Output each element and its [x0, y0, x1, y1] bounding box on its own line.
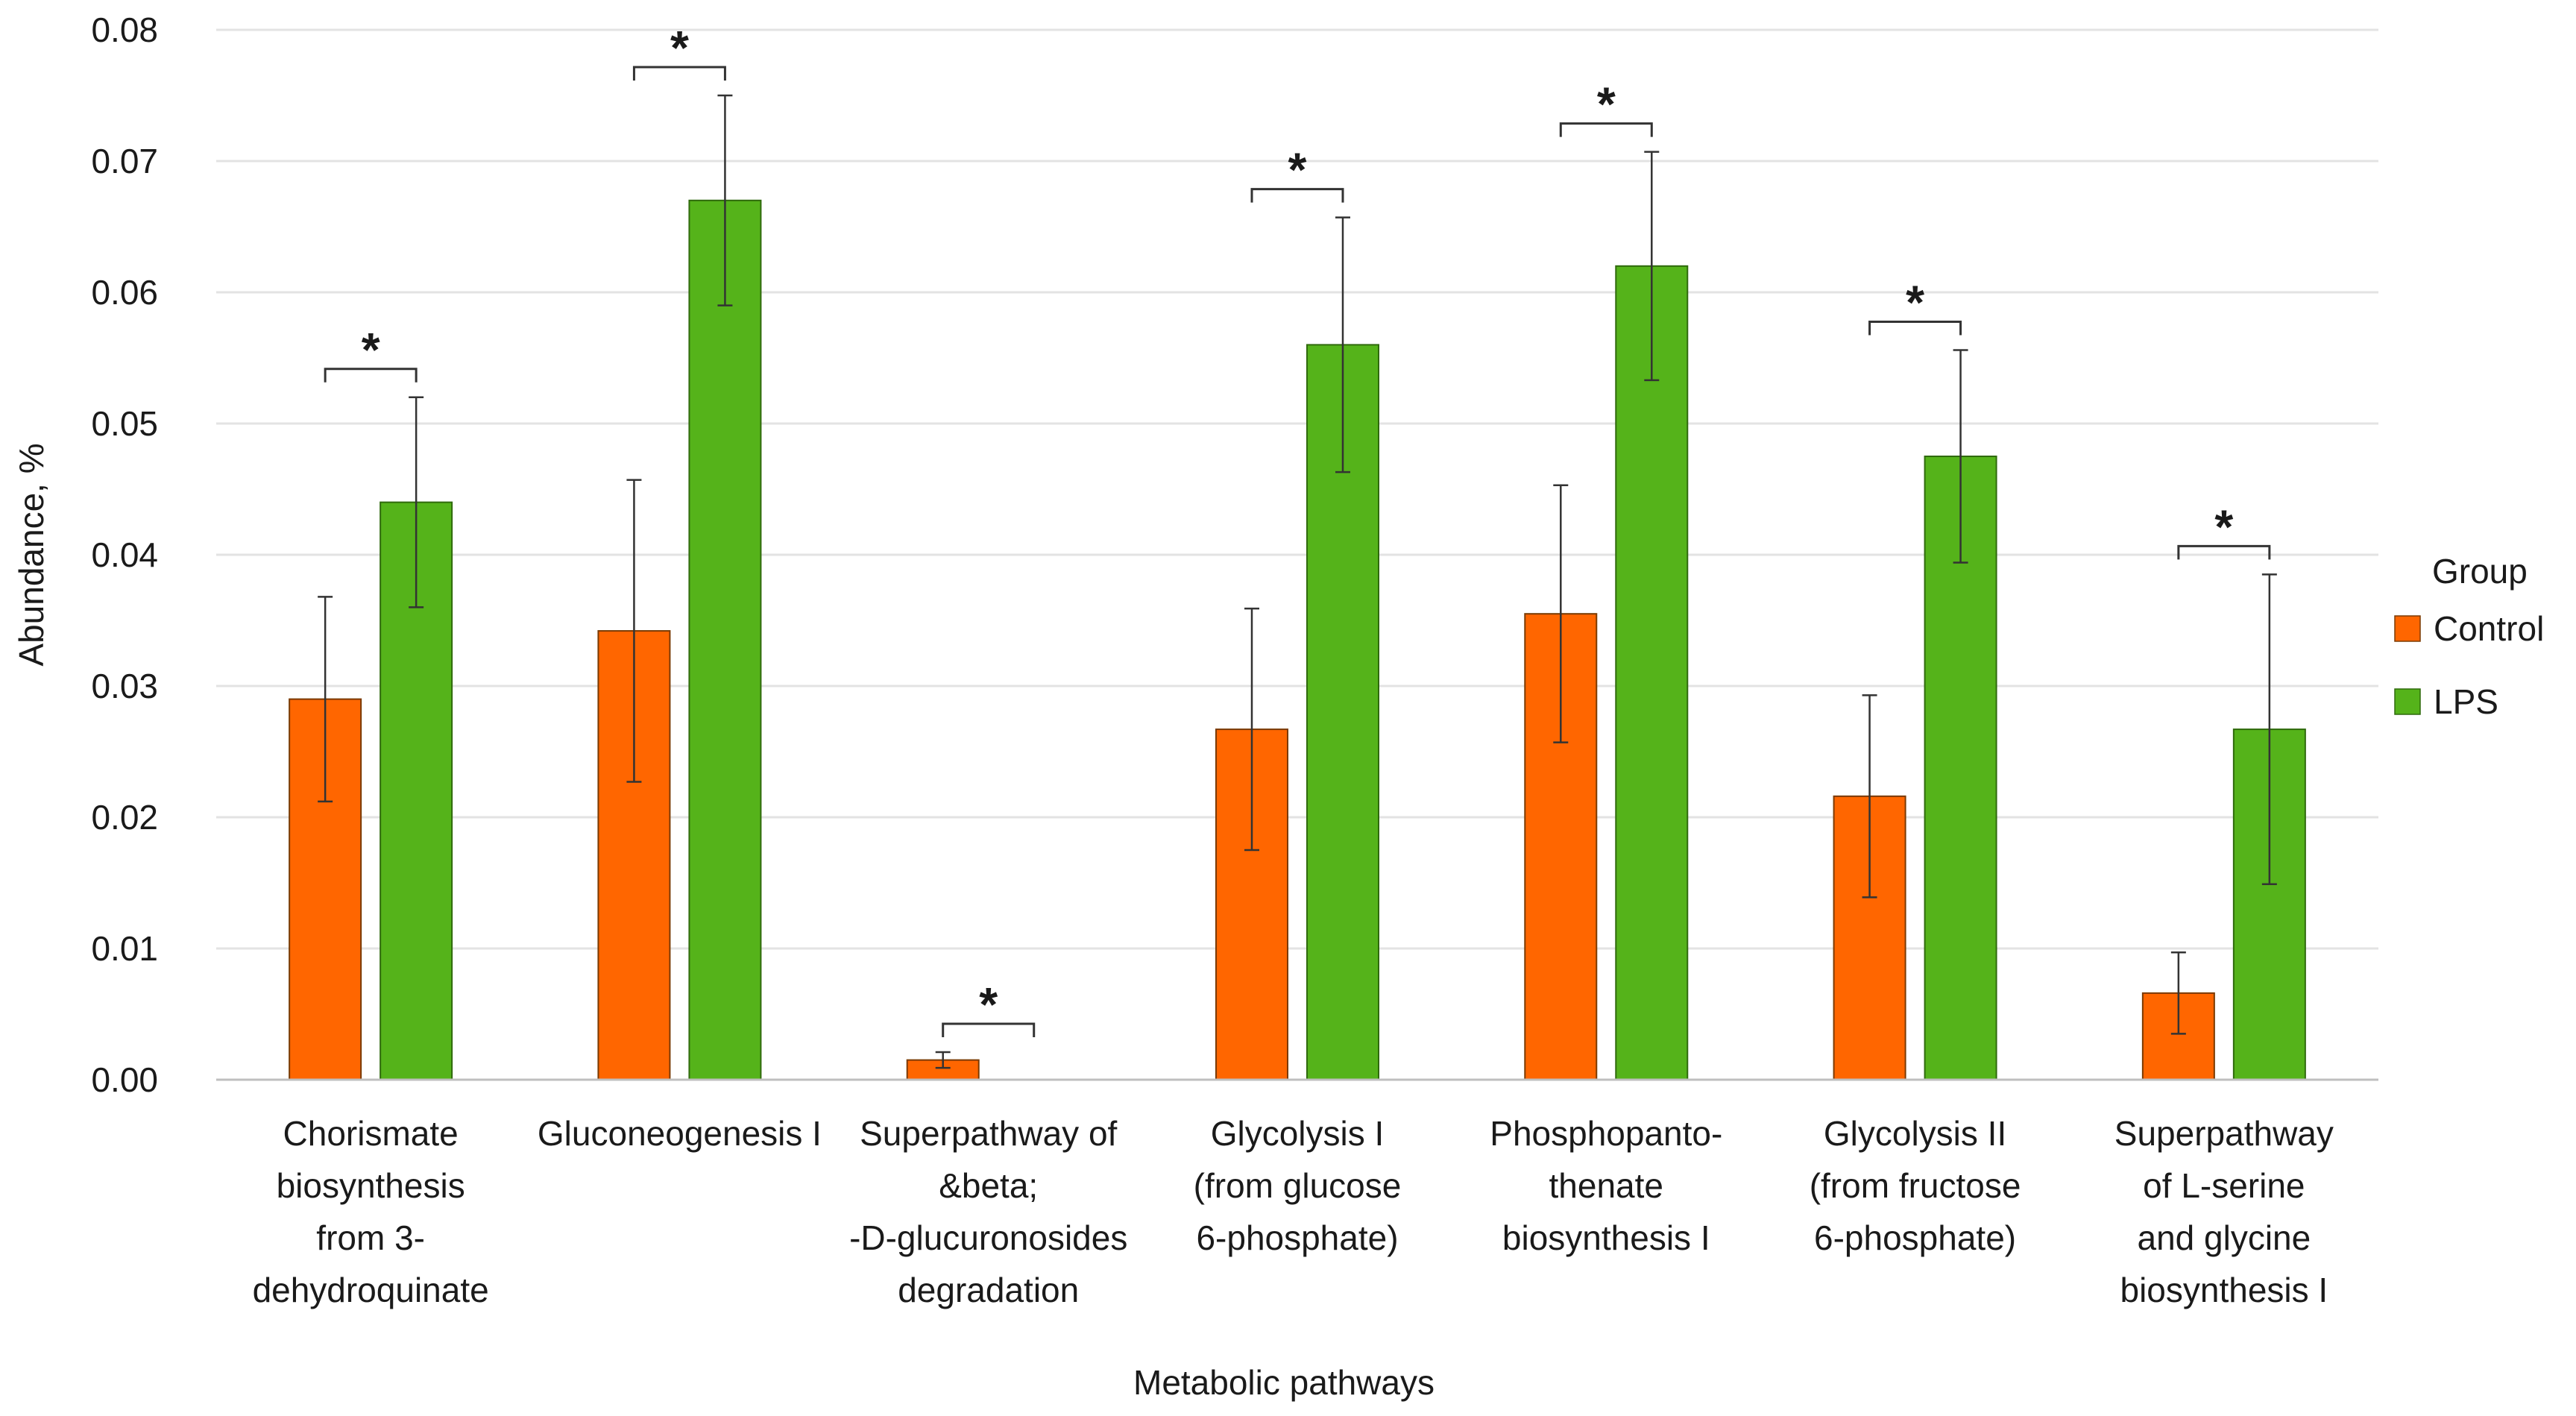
- significance-star: *: [1288, 143, 1307, 197]
- error-bars: [318, 94, 2277, 1069]
- significance-bracket: [1868, 320, 1962, 336]
- legend-swatch-lps: [2394, 688, 2421, 715]
- y-tick-label: 0.06: [91, 273, 158, 312]
- y-axis-title: Abundance, %: [12, 443, 51, 666]
- significance-star: *: [1597, 78, 1616, 131]
- significance-bracket: [2177, 544, 2271, 560]
- category-label: Phosphopanto-thenate biosynthesis I: [1490, 1114, 1722, 1257]
- category-label: Glycolysis II (from fructose 6-phosphate): [1810, 1114, 2021, 1257]
- significance-star: *: [1906, 275, 1924, 329]
- y-tick-label: 0.03: [91, 667, 158, 705]
- significance-bracket: [1559, 122, 1653, 137]
- legend-label-control: Control: [2434, 609, 2544, 648]
- y-tick-label: 0.01: [91, 929, 158, 968]
- significance-bracket: [942, 1022, 1036, 1038]
- x-axis-title: Metabolic pathways: [1133, 1363, 1435, 1402]
- y-axis-ticks: 0.00 0.01 0.02 0.03 0.04 0.05 0.06 0.07 0.08: [91, 10, 158, 1099]
- gridlines: [216, 28, 2378, 950]
- significance-bracket: [1250, 188, 1344, 203]
- significance-star: *: [670, 21, 689, 75]
- category-label: Superpathway of &beta; -D-glucuronosides de…: [849, 1114, 1127, 1309]
- significance-markers: * * * * * * *: [324, 21, 2271, 1038]
- significance-bracket: [324, 368, 418, 383]
- legend-label-lps: LPS: [2434, 682, 2498, 721]
- y-tick-label: 0.08: [91, 10, 158, 49]
- significance-star: *: [979, 978, 998, 1031]
- significance-star: *: [2214, 500, 2233, 553]
- category-label: Superpathway of L-serine and glycine biosyn…: [2114, 1114, 2334, 1309]
- y-tick-label: 0.07: [91, 142, 158, 180]
- y-tick-label: 0.04: [91, 535, 158, 574]
- legend: Group Control LPS: [2394, 552, 2544, 721]
- bar-lps: [1615, 265, 1689, 1080]
- category-label: Glycolysis I (from glucose 6-phosphate): [1194, 1114, 1402, 1257]
- significance-star: *: [362, 323, 380, 377]
- significance-bracket: [632, 66, 726, 81]
- category-label: Gluconeogenesis I: [538, 1114, 822, 1153]
- y-tick-label: 0.02: [91, 798, 158, 837]
- legend-title: Group: [2432, 552, 2528, 591]
- y-tick-label: 0.00: [91, 1060, 158, 1099]
- legend-swatch-control: [2394, 615, 2421, 642]
- x-axis-categories: Chorismate biosynthesis from 3-dehydroquin…: [253, 1114, 2334, 1309]
- category-label: Chorismate biosynthesis from 3-dehydroquin…: [253, 1114, 489, 1309]
- y-tick-label: 0.05: [91, 404, 158, 443]
- bar-lps: [688, 199, 762, 1080]
